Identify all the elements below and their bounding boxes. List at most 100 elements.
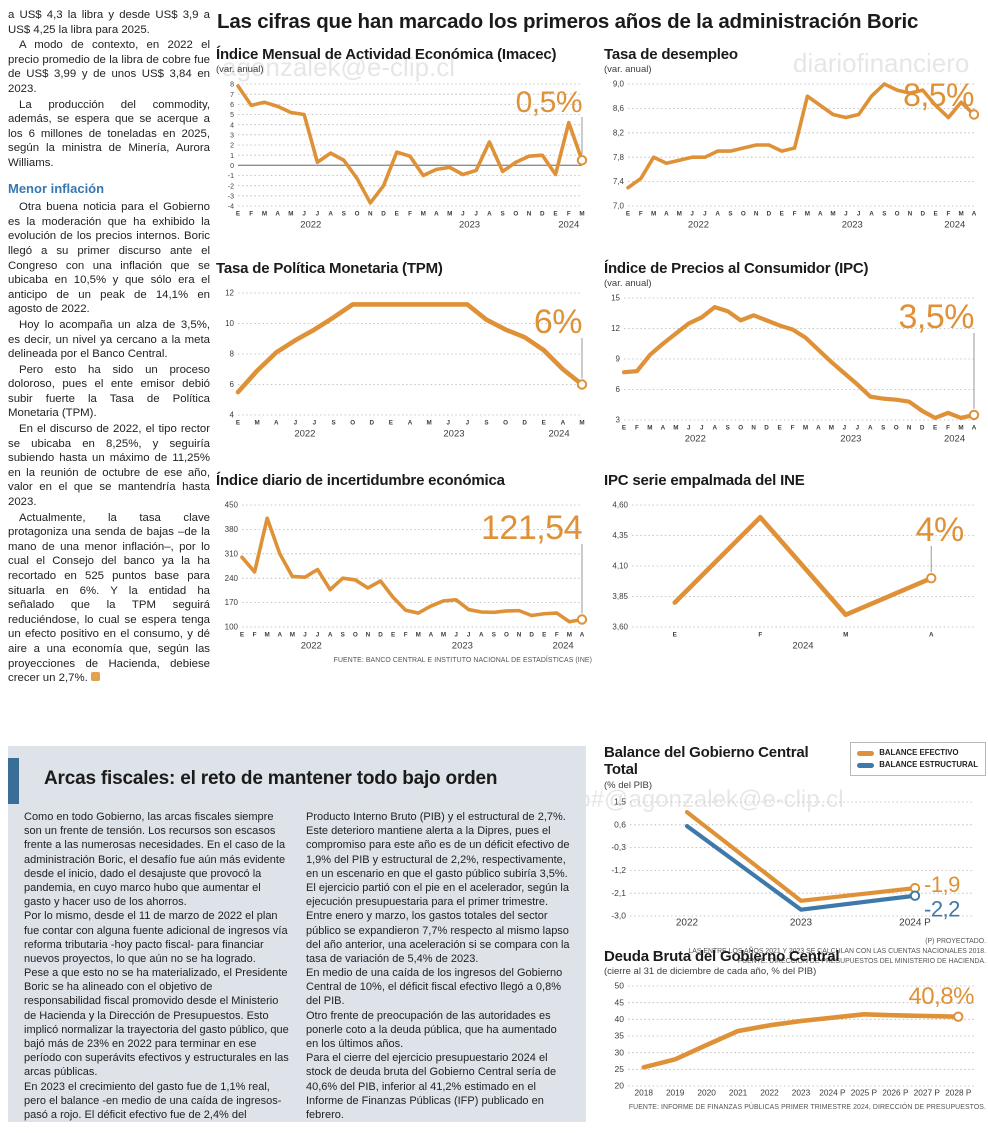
svg-text:A: A xyxy=(816,425,821,432)
ipc-empalmada-line-chart: 4,60 4,35 4,10 3,85 3,60 E F M A 2024 4% xyxy=(612,501,974,652)
svg-text:2021: 2021 xyxy=(729,1088,748,1098)
fiscal-paragraph: Producto Interno Bruto (PIB) y el estruc… xyxy=(306,811,570,880)
svg-text:2024 P: 2024 P xyxy=(899,917,931,928)
legend-item-estructural: BALANCE ESTRUCTURAL xyxy=(857,759,978,771)
svg-text:D: D xyxy=(920,425,925,432)
svg-text:A: A xyxy=(274,420,279,427)
chart-title: Índice diario de incertidumbre económica xyxy=(216,472,505,489)
svg-text:2022: 2022 xyxy=(300,220,321,231)
svg-text:S: S xyxy=(882,211,886,218)
fiscal-column-2: Producto Interno Bruto (PIB) y el estruc… xyxy=(306,810,572,1122)
legend-label: BALANCE ESTRUCTURAL xyxy=(879,760,978,770)
svg-text:F: F xyxy=(404,632,408,639)
svg-text:3,60: 3,60 xyxy=(612,623,628,632)
chart-ipc-empalmada: IPC serie empalmada del INE 4,60 4,35 4,10… xyxy=(604,472,984,655)
svg-text:J: J xyxy=(454,632,458,639)
fiscal-paragraph: En 2023 el crecimiento del gasto fue de … xyxy=(24,1080,282,1121)
svg-text:2024: 2024 xyxy=(558,220,579,231)
fiscal-section: Arcas fiscales: el reto de mantener todo… xyxy=(8,746,586,1122)
chart-source: FUENTE: INFORME DE FINANZAS PÚBLICAS PRI… xyxy=(628,1104,986,1112)
fiscal-text-columns: Como en todo Gobierno, las arcas fiscale… xyxy=(24,810,572,1122)
svg-text:25: 25 xyxy=(615,1064,625,1074)
chart-incertidumbre: Índice diario de incertidumbre económica… xyxy=(216,472,592,664)
svg-text:O: O xyxy=(353,632,358,639)
svg-text:M: M xyxy=(254,420,259,427)
svg-text:7,0: 7,0 xyxy=(613,202,625,211)
svg-text:O: O xyxy=(513,211,518,218)
chart-title: Tasa de Política Monetaria (TPM) xyxy=(216,260,443,277)
article-paragraph-text: Actualmente, la tasa clave protagoniza u… xyxy=(8,511,210,685)
svg-text:J: J xyxy=(461,211,465,218)
svg-text:S: S xyxy=(492,632,496,639)
svg-text:E: E xyxy=(542,632,546,639)
article-paragraph: A modo de contexto, en 2022 el precio pr… xyxy=(8,39,210,95)
svg-text:45: 45 xyxy=(615,998,625,1008)
svg-text:450: 450 xyxy=(225,501,239,510)
article-paragraph: Otra buena noticia para el Gobierno es l… xyxy=(8,201,210,316)
article-end-icon xyxy=(90,672,100,682)
article-subhead: Menor inflación xyxy=(8,180,105,196)
balance-line-chart: 1,5 0,6 -0,3 -1,2 -2,1 -3,0 2022 2023 2024 P -1,9… xyxy=(611,796,972,928)
article-column: a US$ 4,3 la libra y desde US$ 3,9 a US$… xyxy=(8,8,210,687)
chart-legend: BALANCE EFECTIVO BALANCE ESTRUCTURAL xyxy=(850,742,986,777)
svg-text:-2,2: -2,2 xyxy=(924,896,960,921)
svg-text:E: E xyxy=(395,211,399,218)
chart-title: Balance del Gobierno Central Total xyxy=(604,744,809,779)
chart-deuda: Deuda Bruta del Gobierno Central (cierre… xyxy=(604,948,986,1111)
svg-text:N: N xyxy=(517,632,522,639)
svg-text:M: M xyxy=(290,632,295,639)
svg-text:2027 P: 2027 P xyxy=(914,1088,941,1098)
svg-text:A: A xyxy=(561,420,566,427)
svg-text:12: 12 xyxy=(611,324,620,333)
svg-text:50: 50 xyxy=(615,981,625,991)
svg-text:4,10: 4,10 xyxy=(612,562,628,571)
svg-text:2022: 2022 xyxy=(760,1088,779,1098)
svg-text:A: A xyxy=(664,211,669,218)
svg-text:2: 2 xyxy=(230,143,234,150)
fiscal-paragraph: Por lo mismo, desde el 11 de marzo de 20… xyxy=(24,910,288,965)
chart-balance: BALANCE EFECTIVO BALANCE ESTRUCTURAL Bal… xyxy=(604,742,986,968)
svg-text:2023: 2023 xyxy=(842,220,863,231)
svg-text:M: M xyxy=(959,211,964,218)
chart-title: IPC serie empalmada del INE xyxy=(604,472,805,489)
article-paragraph: Pero esto ha sido un proceso doloroso, p… xyxy=(8,363,210,420)
chart-title: Deuda Bruta del Gobierno Central xyxy=(604,948,840,965)
svg-text:4%: 4% xyxy=(916,511,964,549)
svg-text:M: M xyxy=(829,425,834,432)
svg-text:J: J xyxy=(467,632,471,639)
svg-text:D: D xyxy=(767,211,772,218)
svg-text:2022: 2022 xyxy=(294,429,315,440)
svg-text:J: J xyxy=(687,425,691,432)
svg-text:S: S xyxy=(331,420,335,427)
svg-text:A: A xyxy=(868,425,873,432)
svg-text:-2: -2 xyxy=(228,184,234,191)
svg-text:M: M xyxy=(441,632,446,639)
svg-text:M: M xyxy=(830,211,835,218)
svg-text:15: 15 xyxy=(611,294,620,303)
svg-text:-4: -4 xyxy=(228,204,234,211)
chart-subtitle: (var. anual) xyxy=(216,64,264,76)
svg-text:-1: -1 xyxy=(228,173,234,180)
fiscal-section-title: Arcas fiscales: el reto de mantener todo… xyxy=(44,768,498,789)
svg-text:2025 P: 2025 P xyxy=(851,1088,878,1098)
svg-text:F: F xyxy=(253,632,257,639)
svg-text:M: M xyxy=(579,211,584,218)
svg-text:0,6: 0,6 xyxy=(614,819,626,829)
svg-text:-3: -3 xyxy=(228,194,234,201)
svg-text:A: A xyxy=(479,632,484,639)
svg-text:M: M xyxy=(805,211,810,218)
svg-text:S: S xyxy=(484,420,488,427)
svg-text:40: 40 xyxy=(615,1014,625,1024)
chart-title: Índice Mensual de Actividad Económica (I… xyxy=(216,46,557,63)
svg-text:F: F xyxy=(567,211,571,218)
svg-text:M: M xyxy=(843,632,848,639)
article-paragraph: Actualmente, la tasa clave protagoniza u… xyxy=(8,511,210,686)
svg-text:5: 5 xyxy=(230,112,234,119)
svg-text:J: J xyxy=(313,420,317,427)
svg-text:E: E xyxy=(391,632,395,639)
svg-text:3,85: 3,85 xyxy=(612,592,628,601)
